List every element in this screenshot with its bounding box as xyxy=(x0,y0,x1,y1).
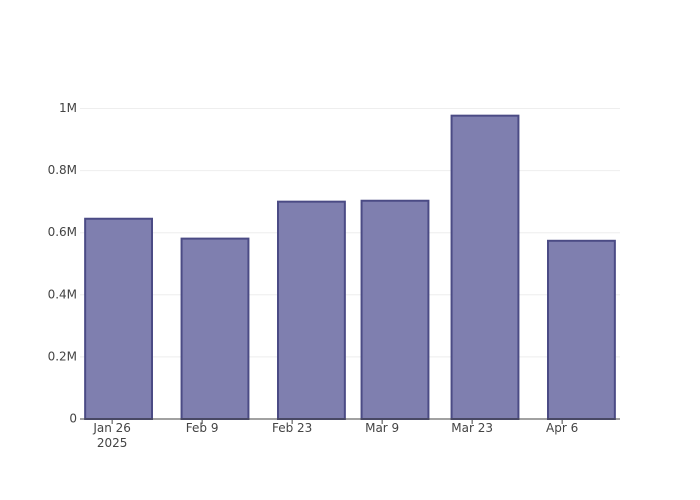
y-tick-label: 0.4M xyxy=(48,287,77,301)
y-tick-label: 0 xyxy=(69,412,77,426)
y-tick-label: 0.6M xyxy=(48,225,77,239)
bar xyxy=(277,200,346,420)
y-tick-label: 1M xyxy=(59,101,77,115)
bar xyxy=(547,239,616,420)
x-tick-label: Feb 9 xyxy=(185,421,219,435)
x-tick-label: Mar 9 xyxy=(365,421,400,435)
bar xyxy=(180,237,250,420)
y-tick-label: 0.8M xyxy=(48,163,77,177)
bar xyxy=(360,199,430,420)
bar xyxy=(84,217,153,420)
x-tick-label: Mar 23 xyxy=(451,421,493,435)
bar xyxy=(450,114,520,420)
x-tick-label: Feb 23 xyxy=(271,421,313,435)
x-tick-label: Apr 6 xyxy=(546,421,579,435)
y-tick-label: 0.2M xyxy=(48,349,77,363)
x-tick-label: Jan 26 2025 xyxy=(93,421,131,450)
